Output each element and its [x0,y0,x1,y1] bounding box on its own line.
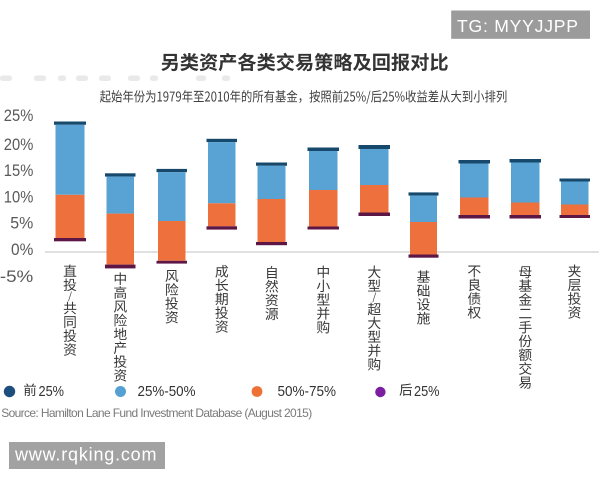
svg-text:15%: 15% [4,161,34,180]
svg-text:www.rqking.com: www.rqking.com [14,445,157,465]
svg-text:TG: MYYJJPP: TG: MYYJJPP [457,16,578,36]
svg-text:20%: 20% [4,135,34,154]
svg-text:-5%: -5% [0,267,33,286]
svg-text:10%: 10% [4,188,34,207]
svg-text:50%-75%: 50%-75% [278,383,337,400]
svg-text:25%: 25% [4,106,34,125]
svg-text:25%: 25% [39,383,65,400]
svg-text:25%: 25% [414,383,440,400]
svg-text:25%-50%: 25%-50% [138,383,196,400]
svg-text:0%: 0% [11,240,33,259]
svg-text:Source: Hamilton Lane Fund Inv: Source: Hamilton Lane Fund Investment Da… [1,406,312,420]
svg-text:5%: 5% [10,214,33,233]
